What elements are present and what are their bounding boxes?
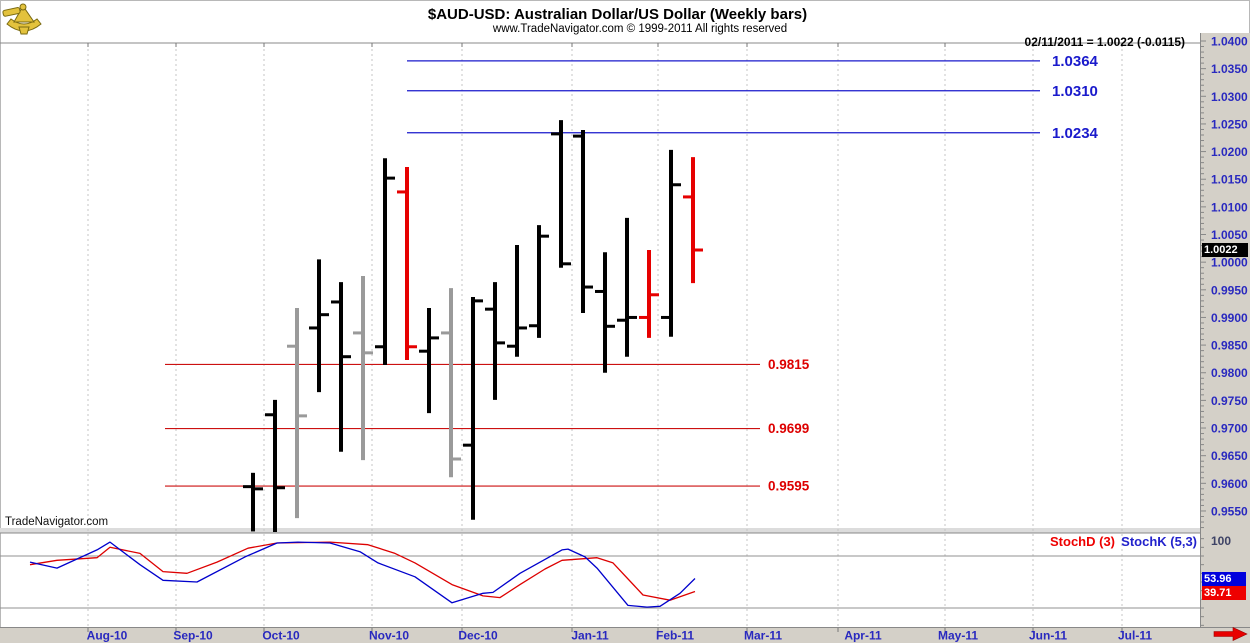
x-axis-strip: [0, 628, 1250, 643]
support-line-label: 0.9595: [768, 479, 810, 494]
price-axis-label: 1.0300: [1211, 90, 1248, 104]
price-axis-label: 0.9750: [1211, 394, 1248, 408]
stochd-value-badge: 39.71: [1202, 585, 1246, 600]
month-axis-label: Apr-11: [844, 629, 882, 643]
price-axis-label: 1.0050: [1211, 228, 1248, 242]
month-axis-label: Dec-10: [458, 629, 498, 643]
stoch-scale-100-label: 100: [1211, 534, 1232, 548]
stochk-value-badge: 53.96: [1202, 571, 1246, 586]
stochd-legend-label[interactable]: StochD (3): [1050, 534, 1115, 549]
month-axis-label: Mar-11: [744, 629, 782, 643]
price-axis-label: 1.0150: [1211, 173, 1248, 187]
month-axis-label: Oct-10: [262, 629, 300, 643]
price-axis-label: 0.9900: [1211, 311, 1248, 325]
month-axis-label: May-11: [938, 629, 978, 643]
trade-navigator-logo: [2, 2, 46, 36]
month-axis-label: Jan-11: [571, 629, 609, 643]
resistance-line-label: 1.0364: [1052, 53, 1099, 70]
price-axis-label: 1.0350: [1211, 62, 1248, 76]
pane-divider-band: [0, 528, 1200, 533]
price-axis-label: 1.0400: [1211, 35, 1248, 49]
current-price-badge: 1.0022: [1202, 242, 1248, 257]
scroll-right-arrow[interactable]: [1213, 627, 1248, 641]
watermark-text: TradeNavigator.com: [5, 516, 109, 528]
sextant-icon: [2, 3, 42, 35]
price-axis-label: 1.0250: [1211, 117, 1248, 131]
price-axis-label: 0.9800: [1211, 366, 1248, 380]
resistance-line-label: 1.0234: [1052, 125, 1099, 142]
stochk-legend-label[interactable]: StochK (5,3): [1121, 534, 1197, 549]
stochk-line: [29, 541, 696, 608]
price-axis-label: 1.0000: [1211, 256, 1248, 270]
month-axis-label: Jun-11: [1029, 629, 1067, 643]
copyright-line: www.TradeNavigator.com © 1999-2011 All r…: [492, 23, 788, 35]
last-quote-readout: 02/11/2011 = 1.0022 (-0.0115): [1024, 35, 1185, 49]
price-axis-label: 1.0200: [1211, 145, 1248, 159]
support-line-label: 0.9815: [768, 357, 810, 372]
month-axis-label: Sep-10: [173, 629, 213, 643]
support-line-label: 0.9699: [768, 421, 809, 436]
price-axis-gutter: [1200, 33, 1250, 628]
price-axis-label: 0.9700: [1211, 422, 1248, 436]
month-axis-label: Feb-11: [656, 629, 694, 643]
chart-title: $AUD-USD: Australian Dollar/US Dollar (W…: [427, 6, 808, 23]
price-axis-label: 0.9600: [1211, 477, 1248, 491]
price-axis-label: 0.9550: [1211, 504, 1248, 518]
price-axis-label: 1.0100: [1211, 200, 1248, 214]
month-axis-label: Nov-10: [369, 629, 409, 643]
month-axis-label: Aug-10: [87, 629, 128, 643]
price-axis-label: 0.9650: [1211, 449, 1248, 463]
price-axis-label: 0.9950: [1211, 283, 1248, 297]
price-axis-label: 0.9850: [1211, 339, 1248, 353]
resistance-line-label: 1.0310: [1052, 83, 1098, 100]
stochd-line: [29, 541, 696, 601]
month-axis-label: Jul-11: [1118, 629, 1152, 643]
